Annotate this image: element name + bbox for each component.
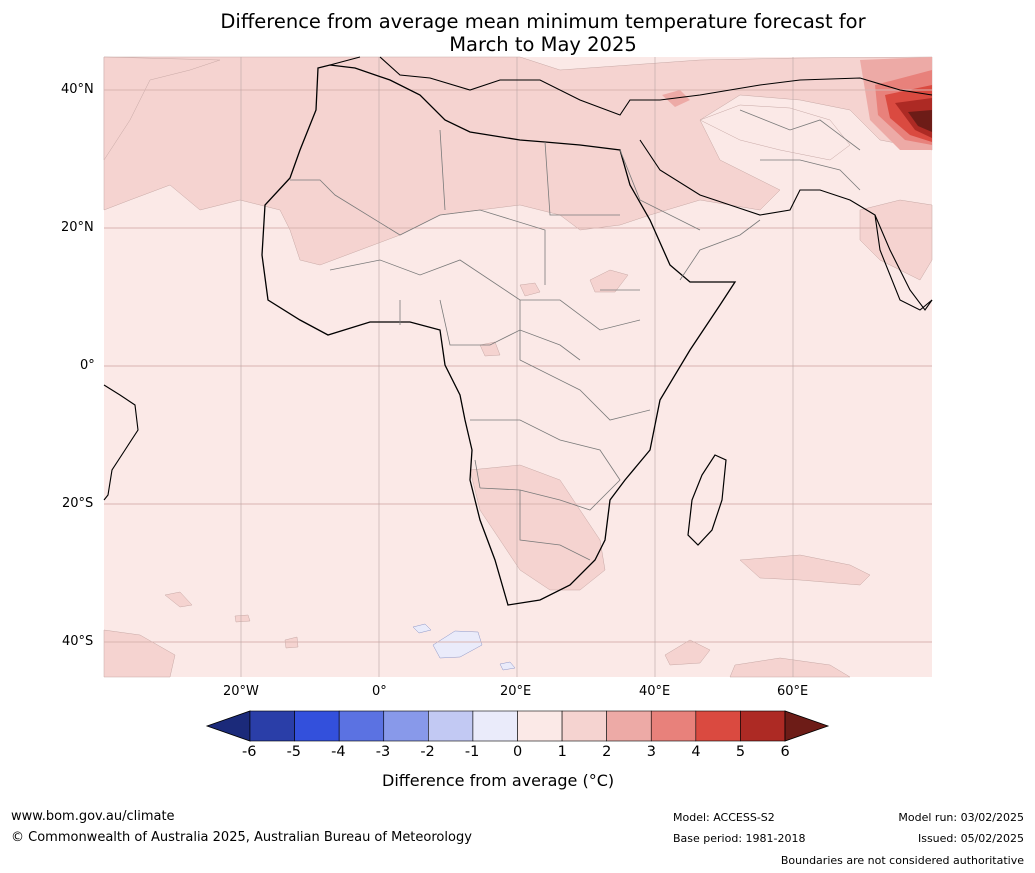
lon-label-20e: 20°E [500, 684, 532, 699]
chart-title: Difference from average mean minimum tem… [0, 10, 1035, 56]
footer-copyright: © Commonwealth of Australia 2025, Austra… [11, 830, 472, 845]
colorbar-tick-label: -1 [464, 744, 480, 760]
india-coastline [874, 214, 933, 311]
south-america-coastline [103, 384, 139, 501]
lat-label-40n: 40°N [61, 82, 94, 97]
pale-regions [699, 104, 851, 161]
footer-issued: Issued: 05/02/2025 [917, 832, 1024, 845]
lat-label-0: 0° [80, 358, 95, 373]
colorbar-segment [472, 710, 518, 742]
colorbar-tick-label: -2 [420, 744, 435, 760]
colorbar-tick-label: 3 [646, 744, 656, 760]
footer-url[interactable]: www.bom.gov.au/climate [11, 809, 175, 824]
graticule [104, 89, 932, 643]
country-borders [290, 109, 861, 561]
colorbar-tick-label: -4 [331, 744, 346, 760]
colorbar-tick-label: -5 [286, 744, 302, 760]
title-line-1: Difference from average mean minimum tem… [220, 10, 866, 33]
colorbar-tick-label: 4 [691, 744, 701, 760]
colorbar-segment [249, 710, 295, 742]
footer-base-period: Base period: 1981-2018 [673, 832, 806, 845]
colorbar-segment [517, 710, 563, 742]
title-line-2: March to May 2025 [449, 33, 637, 56]
colorbar-tick-label: 6 [780, 744, 790, 760]
anomaly-negative-regions [412, 623, 516, 671]
footer-model: Model: ACCESS-S2 [673, 811, 775, 824]
colorbar-segment [294, 710, 340, 742]
colorbar-segment [561, 710, 607, 742]
colorbar-tick-label: -3 [375, 744, 391, 760]
colorbar-tick-label: -6 [242, 744, 257, 760]
lon-label-60e: 60°E [777, 684, 809, 699]
lon-label-20w: 20°W [223, 684, 259, 699]
colorbar-segment [650, 710, 697, 742]
colorbar-tick-label: 1 [557, 744, 567, 760]
footer-disclaimer: Boundaries are not considered authoritat… [780, 854, 1024, 867]
anomaly-hotspot [662, 57, 932, 150]
lon-label-40e: 40°E [639, 684, 671, 699]
colorbar-label: Difference from average (°C) [382, 771, 615, 790]
lon-label-0: 0° [372, 684, 387, 699]
lat-label-20n: 20°N [61, 220, 94, 235]
africa-coastline [261, 64, 737, 606]
colorbar-segment [695, 710, 741, 742]
colorbar-extend-high [784, 710, 830, 742]
colorbar-segment [740, 710, 786, 742]
colorbar [205, 710, 830, 742]
eurasia-coastline [329, 56, 933, 311]
colorbar-segment [606, 710, 652, 742]
colorbar-tick-label: 0 [513, 744, 523, 760]
madagascar-coastline [687, 454, 727, 546]
colorbar-segment [338, 710, 385, 742]
colorbar-extend-low [205, 710, 251, 742]
colorbar-segment [428, 710, 474, 742]
footer-model-run: Model run: 03/02/2025 [898, 811, 1024, 824]
colorbar-tick-label: 2 [602, 744, 612, 760]
colorbar-segment [383, 710, 429, 742]
anomaly-1-2-regions [103, 56, 933, 678]
lat-label-40s: 40°S [62, 634, 94, 649]
lat-label-20s: 20°S [62, 496, 94, 511]
colorbar-tick-label: 5 [735, 744, 746, 760]
